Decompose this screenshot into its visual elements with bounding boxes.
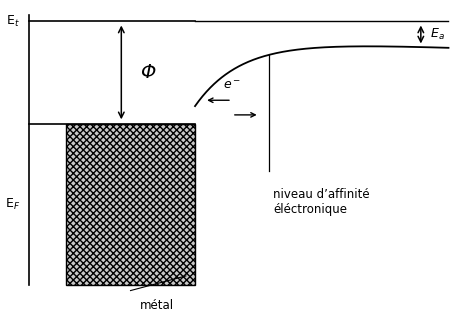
Text: E$_F$: E$_F$ [5, 197, 20, 212]
Text: E$_a$: E$_a$ [430, 27, 445, 42]
Text: E$_t$: E$_t$ [6, 14, 20, 29]
Bar [66, 124, 195, 285]
Text: niveau d’affinité
éléctronique: niveau d’affinité éléctronique [273, 188, 370, 216]
Text: Φ: Φ [140, 63, 155, 82]
Text: métal: métal [140, 299, 174, 312]
Text: e$^-$: e$^-$ [223, 79, 241, 92]
